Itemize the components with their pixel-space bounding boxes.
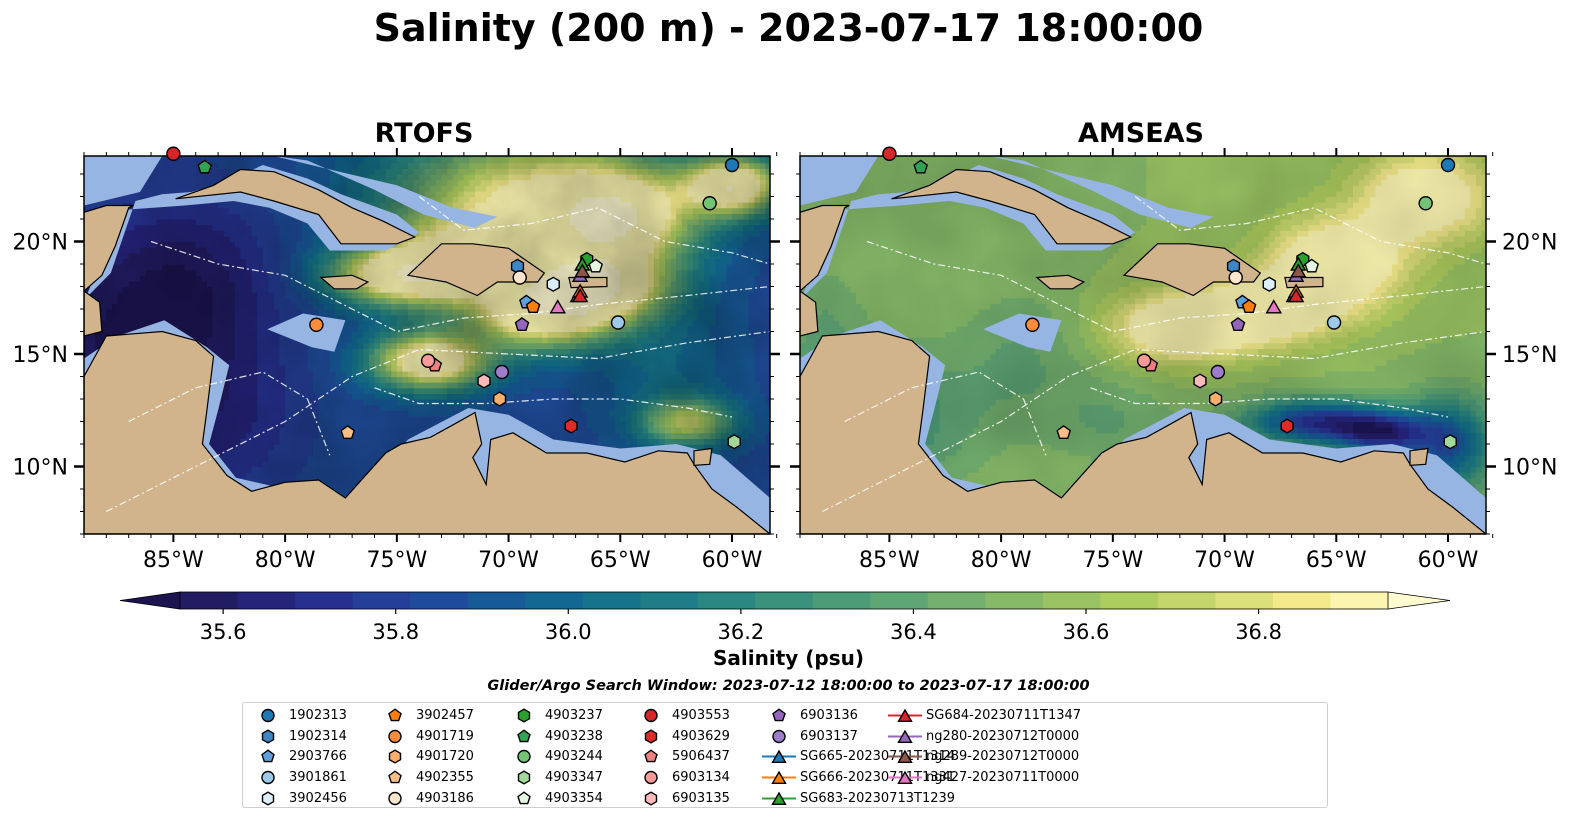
rtofs-map <box>84 156 770 534</box>
rtofs-panel-title: RTOFS <box>374 118 474 149</box>
amseas-panel-title: AMSEAS <box>1078 118 1204 149</box>
figure-title: Salinity (200 m) - 2023-07-17 18:00:00 <box>373 6 1204 50</box>
